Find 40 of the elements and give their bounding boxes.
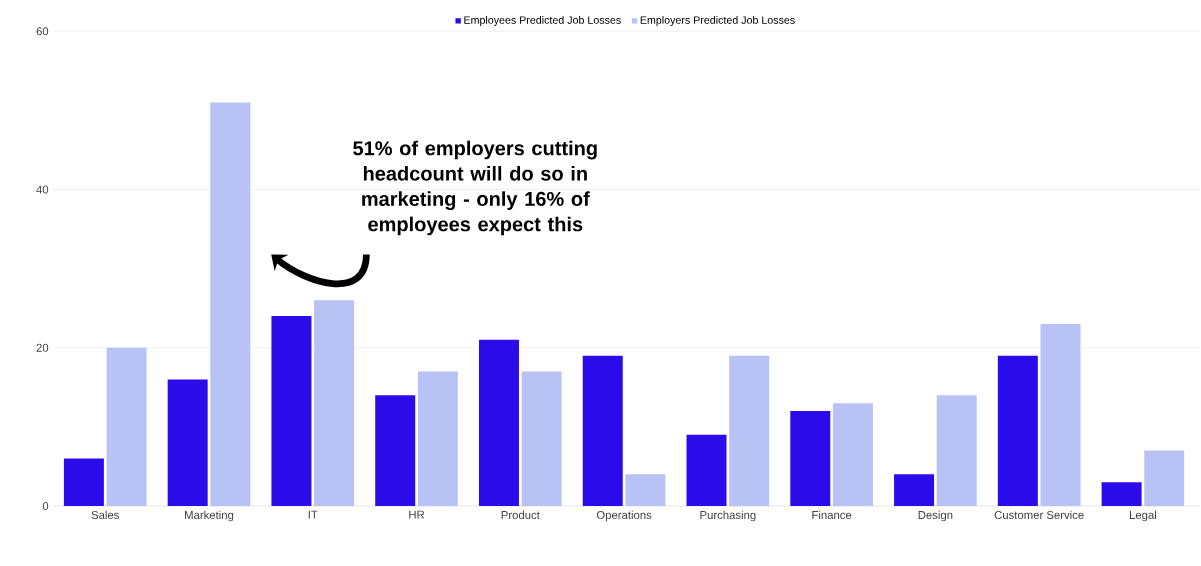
bar — [210, 102, 251, 506]
bar — [1144, 450, 1185, 506]
y-tick-label: 20 — [36, 343, 49, 352]
legend-label: Employees Predicted Job Losses — [464, 15, 621, 26]
x-tick-label: Purchasing — [700, 510, 756, 522]
x-tick-label: Marketing — [185, 510, 234, 522]
bar — [314, 300, 355, 506]
bar — [625, 474, 666, 506]
bar — [106, 347, 147, 506]
legend-label: Employers Predicted Job Losses — [640, 15, 795, 26]
annotation: 51% of employers cutting headcount will do so in marketing - only 16% of employees expect this — [353, 140, 597, 236]
bar — [894, 474, 935, 506]
bar — [375, 395, 416, 506]
x-tick-label: Product — [501, 510, 540, 520]
bar — [271, 316, 312, 506]
bar — [582, 355, 623, 506]
x-tick-label: Customer Service — [994, 510, 1084, 520]
bar — [790, 411, 831, 506]
bar — [63, 458, 104, 506]
y-tick-label: 60 — [36, 27, 49, 36]
bar — [729, 355, 770, 506]
bar — [521, 371, 562, 506]
x-tick-label: Finance — [812, 510, 852, 520]
x-tick-label: HR — [409, 510, 425, 519]
x-tick-label: Design — [918, 510, 953, 522]
x-tick-label: IT — [308, 510, 318, 519]
y-tick-label: 0 — [42, 501, 49, 510]
x-tick-label: Sales — [91, 510, 119, 520]
x-tick-label: Legal — [1129, 510, 1157, 522]
bar — [936, 395, 977, 506]
bar — [997, 355, 1038, 506]
x-tick-label: Operations — [596, 510, 652, 522]
y-tick-label: 40 — [36, 185, 49, 194]
bar — [1101, 482, 1142, 506]
bar — [478, 339, 519, 506]
bar — [1040, 324, 1081, 506]
bar — [832, 403, 873, 506]
bar — [417, 371, 458, 506]
bar — [686, 434, 727, 506]
bar — [167, 379, 208, 506]
